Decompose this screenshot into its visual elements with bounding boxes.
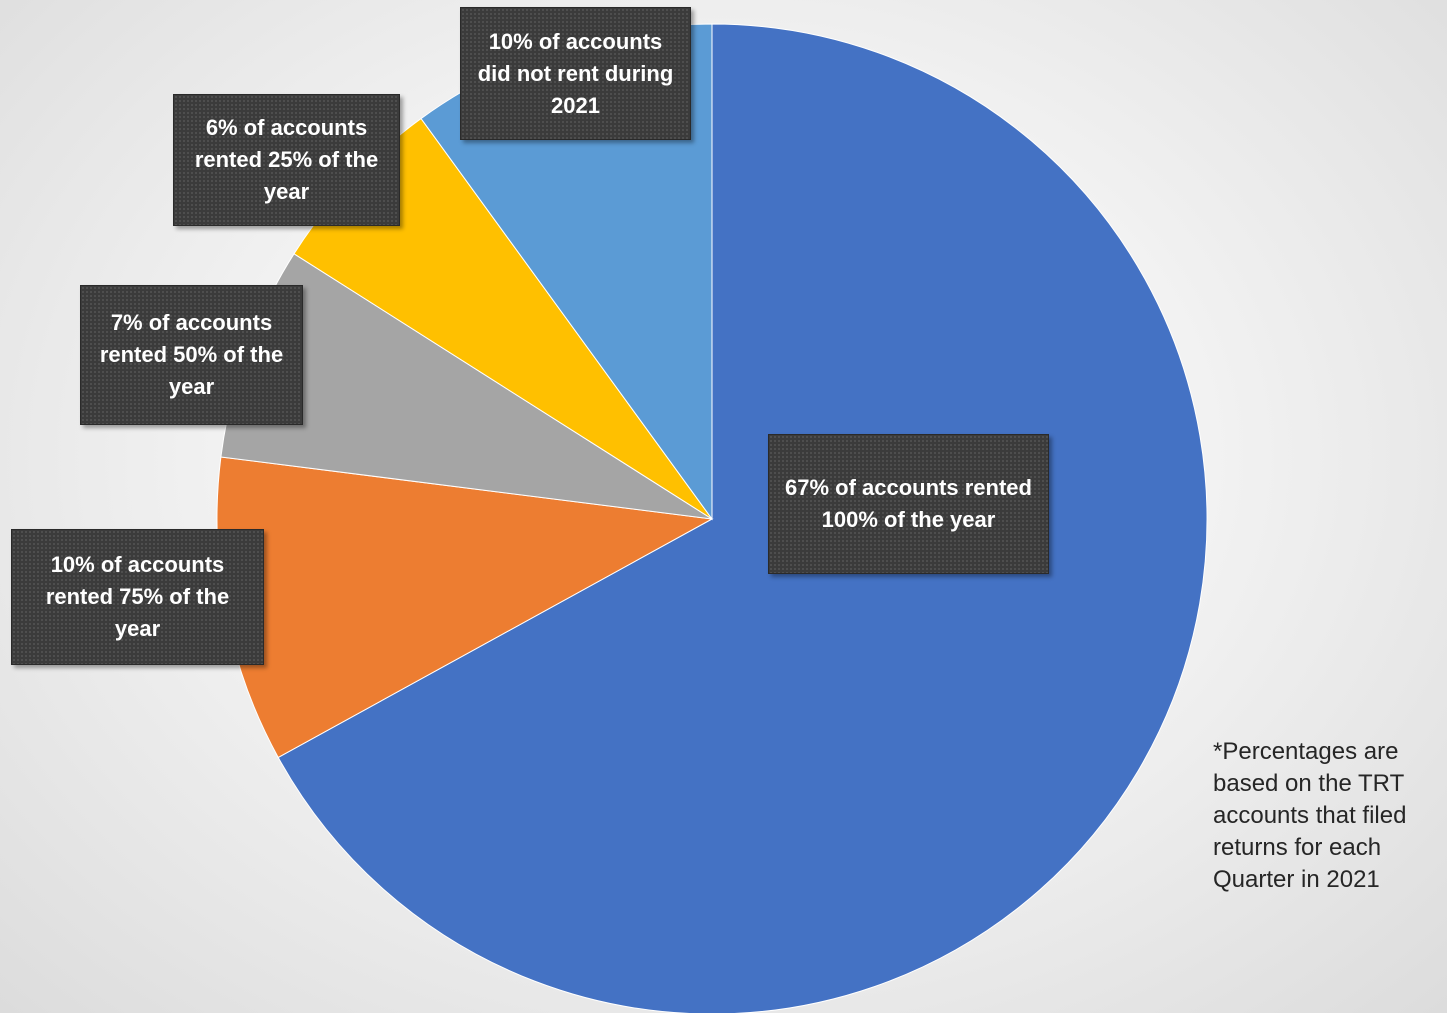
data-label-slice-0: 67% of accounts rented 100% of the year bbox=[768, 434, 1049, 574]
data-label-slice-2: 7% of accounts rented 50% of the year bbox=[80, 285, 303, 425]
footnote: *Percentages are based on the TRT accoun… bbox=[1213, 738, 1407, 893]
data-label-slice-4: 10% of accounts did not rent during 2021 bbox=[460, 7, 691, 140]
data-label-slice-3: 6% of accounts rented 25% of the year bbox=[173, 94, 400, 226]
data-label-slice-1: 10% of accounts rented 75% of the year bbox=[11, 529, 264, 665]
pie-slice-0 bbox=[277, 23, 1208, 1013]
